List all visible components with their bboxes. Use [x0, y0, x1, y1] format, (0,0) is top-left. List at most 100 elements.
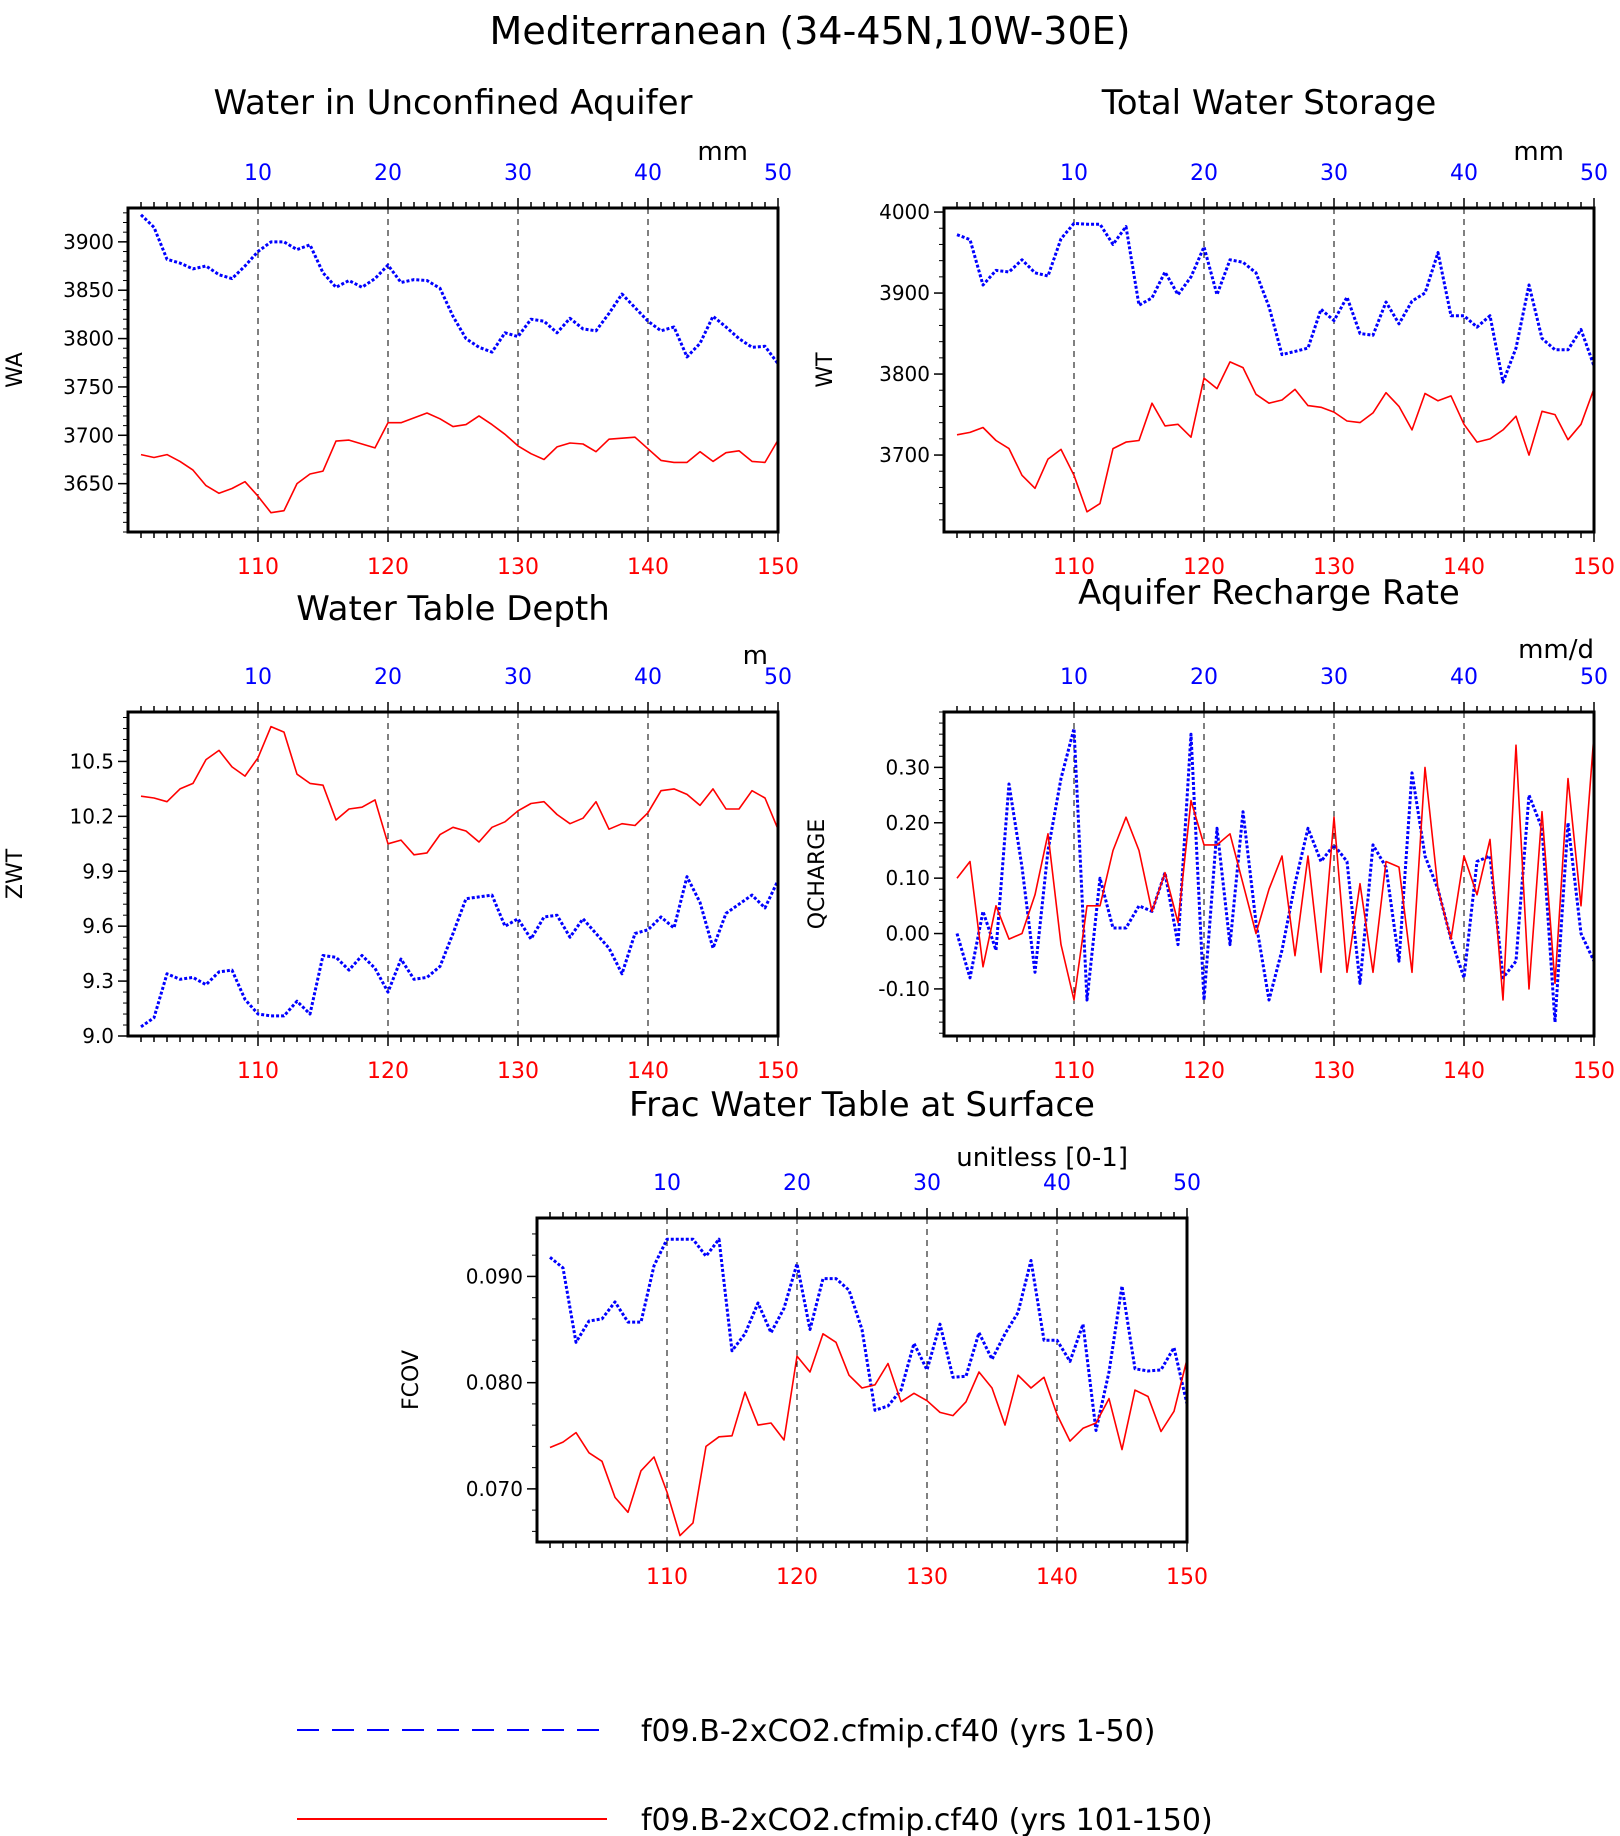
top-tick-label: 10 [244, 665, 272, 690]
y-axis-label-total-water-storage: WT [813, 352, 838, 388]
top-tick-label: 20 [374, 161, 402, 186]
series-line-yrs-1-50 [956, 221, 1596, 384]
plot-frame [535, 1216, 1189, 1544]
bottom-tick-label: 130 [497, 1059, 539, 1084]
plot-frame [126, 206, 780, 534]
bottom-tick-label: 150 [1166, 1565, 1208, 1590]
panel-title-frac-water-table-at-surface: Frac Water Table at Surface [629, 1085, 1095, 1125]
y-tick-label: 9.0 [82, 1024, 114, 1048]
top-tick-label: 30 [1320, 161, 1348, 186]
y-tick-label: 0.30 [885, 755, 930, 779]
y-axis-label-frac-water-table-at-surface: FCOV [399, 1350, 424, 1410]
panel-total-water-storage: Total Water Storage mm WT 3700 3800 3900 4000 1… [813, 83, 1615, 580]
top-tick-label: 40 [1043, 1171, 1071, 1196]
top-tick-label: 50 [1580, 161, 1608, 186]
top-tick-label: 50 [764, 161, 792, 186]
y-tick-label: 0.10 [885, 866, 930, 890]
panel-water-table-depth: Water Table Depth m ZWT 9.0 9.3 9.6 9.9 10.2 10.… [3, 589, 799, 1084]
y-tick-label: 0.090 [466, 1264, 523, 1288]
panels: Water in Unconfined AquifermmWA365037003… [3, 83, 1615, 1590]
series-line-yrs-101-150 [549, 1333, 1188, 1537]
y-tick-label: 0.070 [466, 1477, 523, 1501]
top-tick-label: 30 [504, 161, 532, 186]
bottom-tick-label: 140 [627, 1059, 669, 1084]
bottom-tick-label: 120 [367, 555, 409, 580]
top-tick-label: 30 [913, 1171, 941, 1196]
units-label-frac-water-table-at-surface: unitless [0-1] [956, 1143, 1128, 1173]
panel-aquifer-recharge-rate: Aquifer Recharge Rate mm/d QCHARGE -0.10 0.0… [805, 573, 1615, 1084]
y-tick-label: 0.00 [885, 922, 930, 946]
series-line-yrs-101-150 [956, 734, 1595, 1001]
y-tick-label: -0.10 [878, 977, 930, 1001]
bottom-tick-label: 120 [776, 1565, 818, 1590]
y-tick-label: 3900 [879, 281, 930, 305]
top-tick-label: 40 [1450, 665, 1478, 690]
top-tick-label: 30 [504, 665, 532, 690]
bottom-tick-label: 140 [1443, 555, 1485, 580]
legend-label-yrs-1-50: f09.B-2xCO2.cfmip.cf40 (yrs 1-50) [641, 1714, 1155, 1749]
legend-label-yrs-101-150: f09.B-2xCO2.cfmip.cf40 (yrs 101-150) [641, 1803, 1213, 1836]
series-line-yrs-1-50 [549, 1237, 1189, 1432]
bottom-tick-label: 110 [1053, 1059, 1095, 1084]
units-label-water-table-depth: m [743, 641, 768, 671]
bottom-tick-label: 150 [757, 1059, 799, 1084]
bottom-tick-label: 130 [497, 555, 539, 580]
top-tick-label: 50 [764, 665, 792, 690]
bottom-tick-label: 110 [237, 555, 279, 580]
panel-frac-water-table-at-surface: Frac Water Table at Surface unitless [0-1… [399, 1085, 1208, 1590]
bottom-tick-label: 110 [237, 1059, 279, 1084]
y-tick-label: 3800 [63, 327, 114, 351]
series-line-yrs-101-150 [140, 725, 779, 856]
top-tick-label: 40 [634, 161, 662, 186]
top-tick-label: 20 [374, 665, 402, 690]
top-tick-label: 50 [1580, 665, 1608, 690]
bottom-tick-label: 140 [1443, 1059, 1485, 1084]
top-tick-label: 10 [1060, 161, 1088, 186]
panel-title-water-in-unconfined-aquifer: Water in Unconfined Aquifer [214, 83, 693, 123]
y-tick-label: 3750 [63, 375, 114, 399]
plot-frame [942, 206, 1596, 534]
units-label-water-in-unconfined-aquifer: mm [697, 137, 748, 167]
plot-frame [126, 710, 780, 1038]
bottom-tick-label: 130 [1313, 555, 1355, 580]
bottom-tick-label: 130 [906, 1565, 948, 1590]
y-tick-label: 4000 [879, 200, 930, 224]
y-tick-label: 0.20 [885, 811, 930, 835]
bottom-tick-label: 120 [1183, 1059, 1225, 1084]
top-tick-label: 40 [1450, 161, 1478, 186]
bottom-tick-label: 110 [1053, 555, 1095, 580]
top-tick-label: 20 [783, 1171, 811, 1196]
bottom-tick-label: 150 [1573, 1059, 1615, 1084]
y-tick-label: 3700 [879, 443, 930, 467]
bottom-tick-label: 120 [367, 1059, 409, 1084]
units-label-total-water-storage: mm [1513, 137, 1564, 167]
series-line-yrs-1-50 [140, 875, 780, 1029]
y-tick-label: 3800 [879, 362, 930, 386]
units-label-aquifer-recharge-rate: mm/d [1518, 635, 1594, 665]
bottom-tick-label: 150 [1573, 555, 1615, 580]
top-tick-label: 30 [1320, 665, 1348, 690]
y-tick-label: 3900 [63, 230, 114, 254]
top-tick-label: 10 [244, 161, 272, 186]
plot-frame [942, 710, 1596, 1038]
series-line-yrs-101-150 [956, 361, 1595, 513]
bottom-tick-label: 140 [627, 555, 669, 580]
y-tick-label: 3850 [63, 278, 114, 302]
y-axis-label-water-table-depth: ZWT [3, 848, 28, 899]
bottom-tick-label: 140 [1036, 1565, 1078, 1590]
y-tick-label: 9.9 [82, 859, 114, 883]
panel-title-aquifer-recharge-rate: Aquifer Recharge Rate [1078, 573, 1460, 613]
bottom-tick-label: 120 [1183, 555, 1225, 580]
figure-title: Mediterranean (34-45N,10W-30E) [490, 9, 1131, 53]
bottom-tick-label: 150 [757, 555, 799, 580]
bottom-tick-label: 110 [646, 1565, 688, 1590]
y-tick-label: 0.080 [466, 1371, 523, 1395]
top-tick-label: 10 [653, 1171, 681, 1196]
top-tick-label: 20 [1190, 665, 1218, 690]
y-axis-label-water-in-unconfined-aquifer: WA [3, 352, 28, 388]
y-tick-label: 10.5 [69, 749, 114, 773]
legend: f09.B-2xCO2.cfmip.cf40 (yrs 1-50) f09.B-… [297, 1714, 1213, 1836]
top-tick-label: 10 [1060, 665, 1088, 690]
top-tick-label: 20 [1190, 161, 1218, 186]
